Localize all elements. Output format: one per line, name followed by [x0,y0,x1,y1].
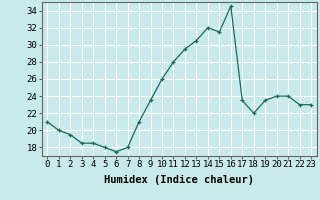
X-axis label: Humidex (Indice chaleur): Humidex (Indice chaleur) [104,175,254,185]
